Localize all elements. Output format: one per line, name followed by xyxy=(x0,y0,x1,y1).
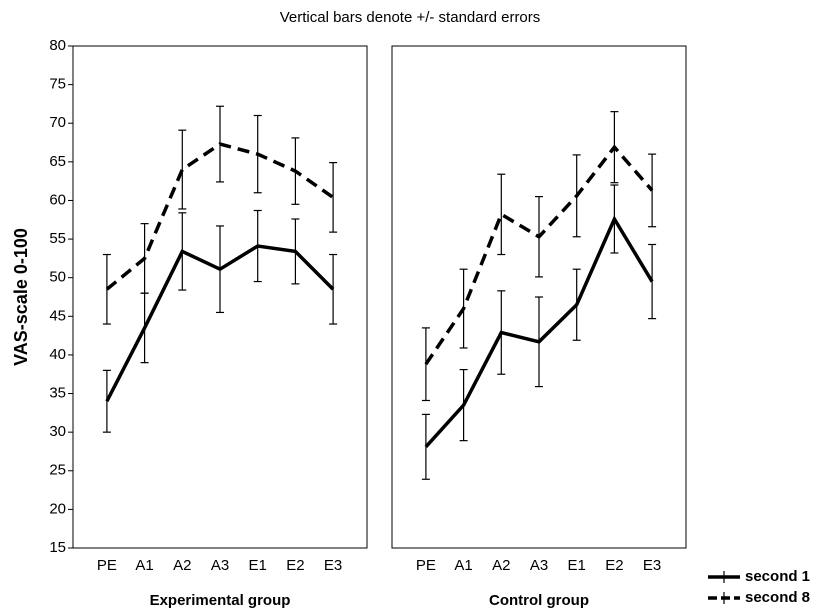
x-tick-label: E2 xyxy=(286,557,304,574)
y-tick-label: 65 xyxy=(49,153,66,170)
x-axis-label: Control group xyxy=(489,592,589,609)
y-tick-label: 45 xyxy=(49,307,66,324)
y-tick-label: 15 xyxy=(49,539,66,556)
x-tick-label: E3 xyxy=(643,557,661,574)
y-tick-label: 40 xyxy=(49,346,66,363)
x-tick-label: E1 xyxy=(249,557,267,574)
y-axis-label: VAS-scale 0-100 xyxy=(11,228,31,366)
plot-frame xyxy=(72,45,368,549)
y-tick-label: 60 xyxy=(49,191,66,208)
x-tick-label: A1 xyxy=(454,557,472,574)
x-tick-label: A2 xyxy=(173,557,191,574)
plot-frame xyxy=(391,45,687,549)
x-tick-label: E2 xyxy=(605,557,623,574)
chart-title: Vertical bars denote +/- standard errors xyxy=(280,9,541,26)
y-tick-label: 80 xyxy=(49,37,66,54)
error-bar xyxy=(178,129,187,210)
series-line xyxy=(105,142,335,291)
x-tick-label: PE xyxy=(416,557,436,574)
x-axis-label: Experimental group xyxy=(150,592,291,609)
x-tick-label: PE xyxy=(97,557,117,574)
x-tick-label: A3 xyxy=(530,557,548,574)
y-tick-label: 50 xyxy=(49,269,66,286)
legend-label: second 8 xyxy=(745,589,810,606)
y-tick-label: 35 xyxy=(49,385,66,402)
series-line xyxy=(424,144,654,366)
y-tick-label: 20 xyxy=(49,500,66,517)
series-line xyxy=(424,215,654,449)
x-tick-label: E1 xyxy=(568,557,586,574)
y-tick-label: 70 xyxy=(49,114,66,131)
error-bar xyxy=(329,162,338,233)
legend-label: second 1 xyxy=(745,568,810,585)
y-tick-label: 30 xyxy=(49,423,66,440)
x-tick-label: A2 xyxy=(492,557,510,574)
y-tick-label: 75 xyxy=(49,76,66,93)
series-line xyxy=(105,244,335,403)
y-tick-label: 55 xyxy=(49,230,66,247)
error-bar xyxy=(497,173,506,256)
x-tick-label: E3 xyxy=(324,557,342,574)
y-tick-label: 25 xyxy=(49,462,66,479)
x-tick-label: A1 xyxy=(135,557,153,574)
x-tick-label: A3 xyxy=(211,557,229,574)
